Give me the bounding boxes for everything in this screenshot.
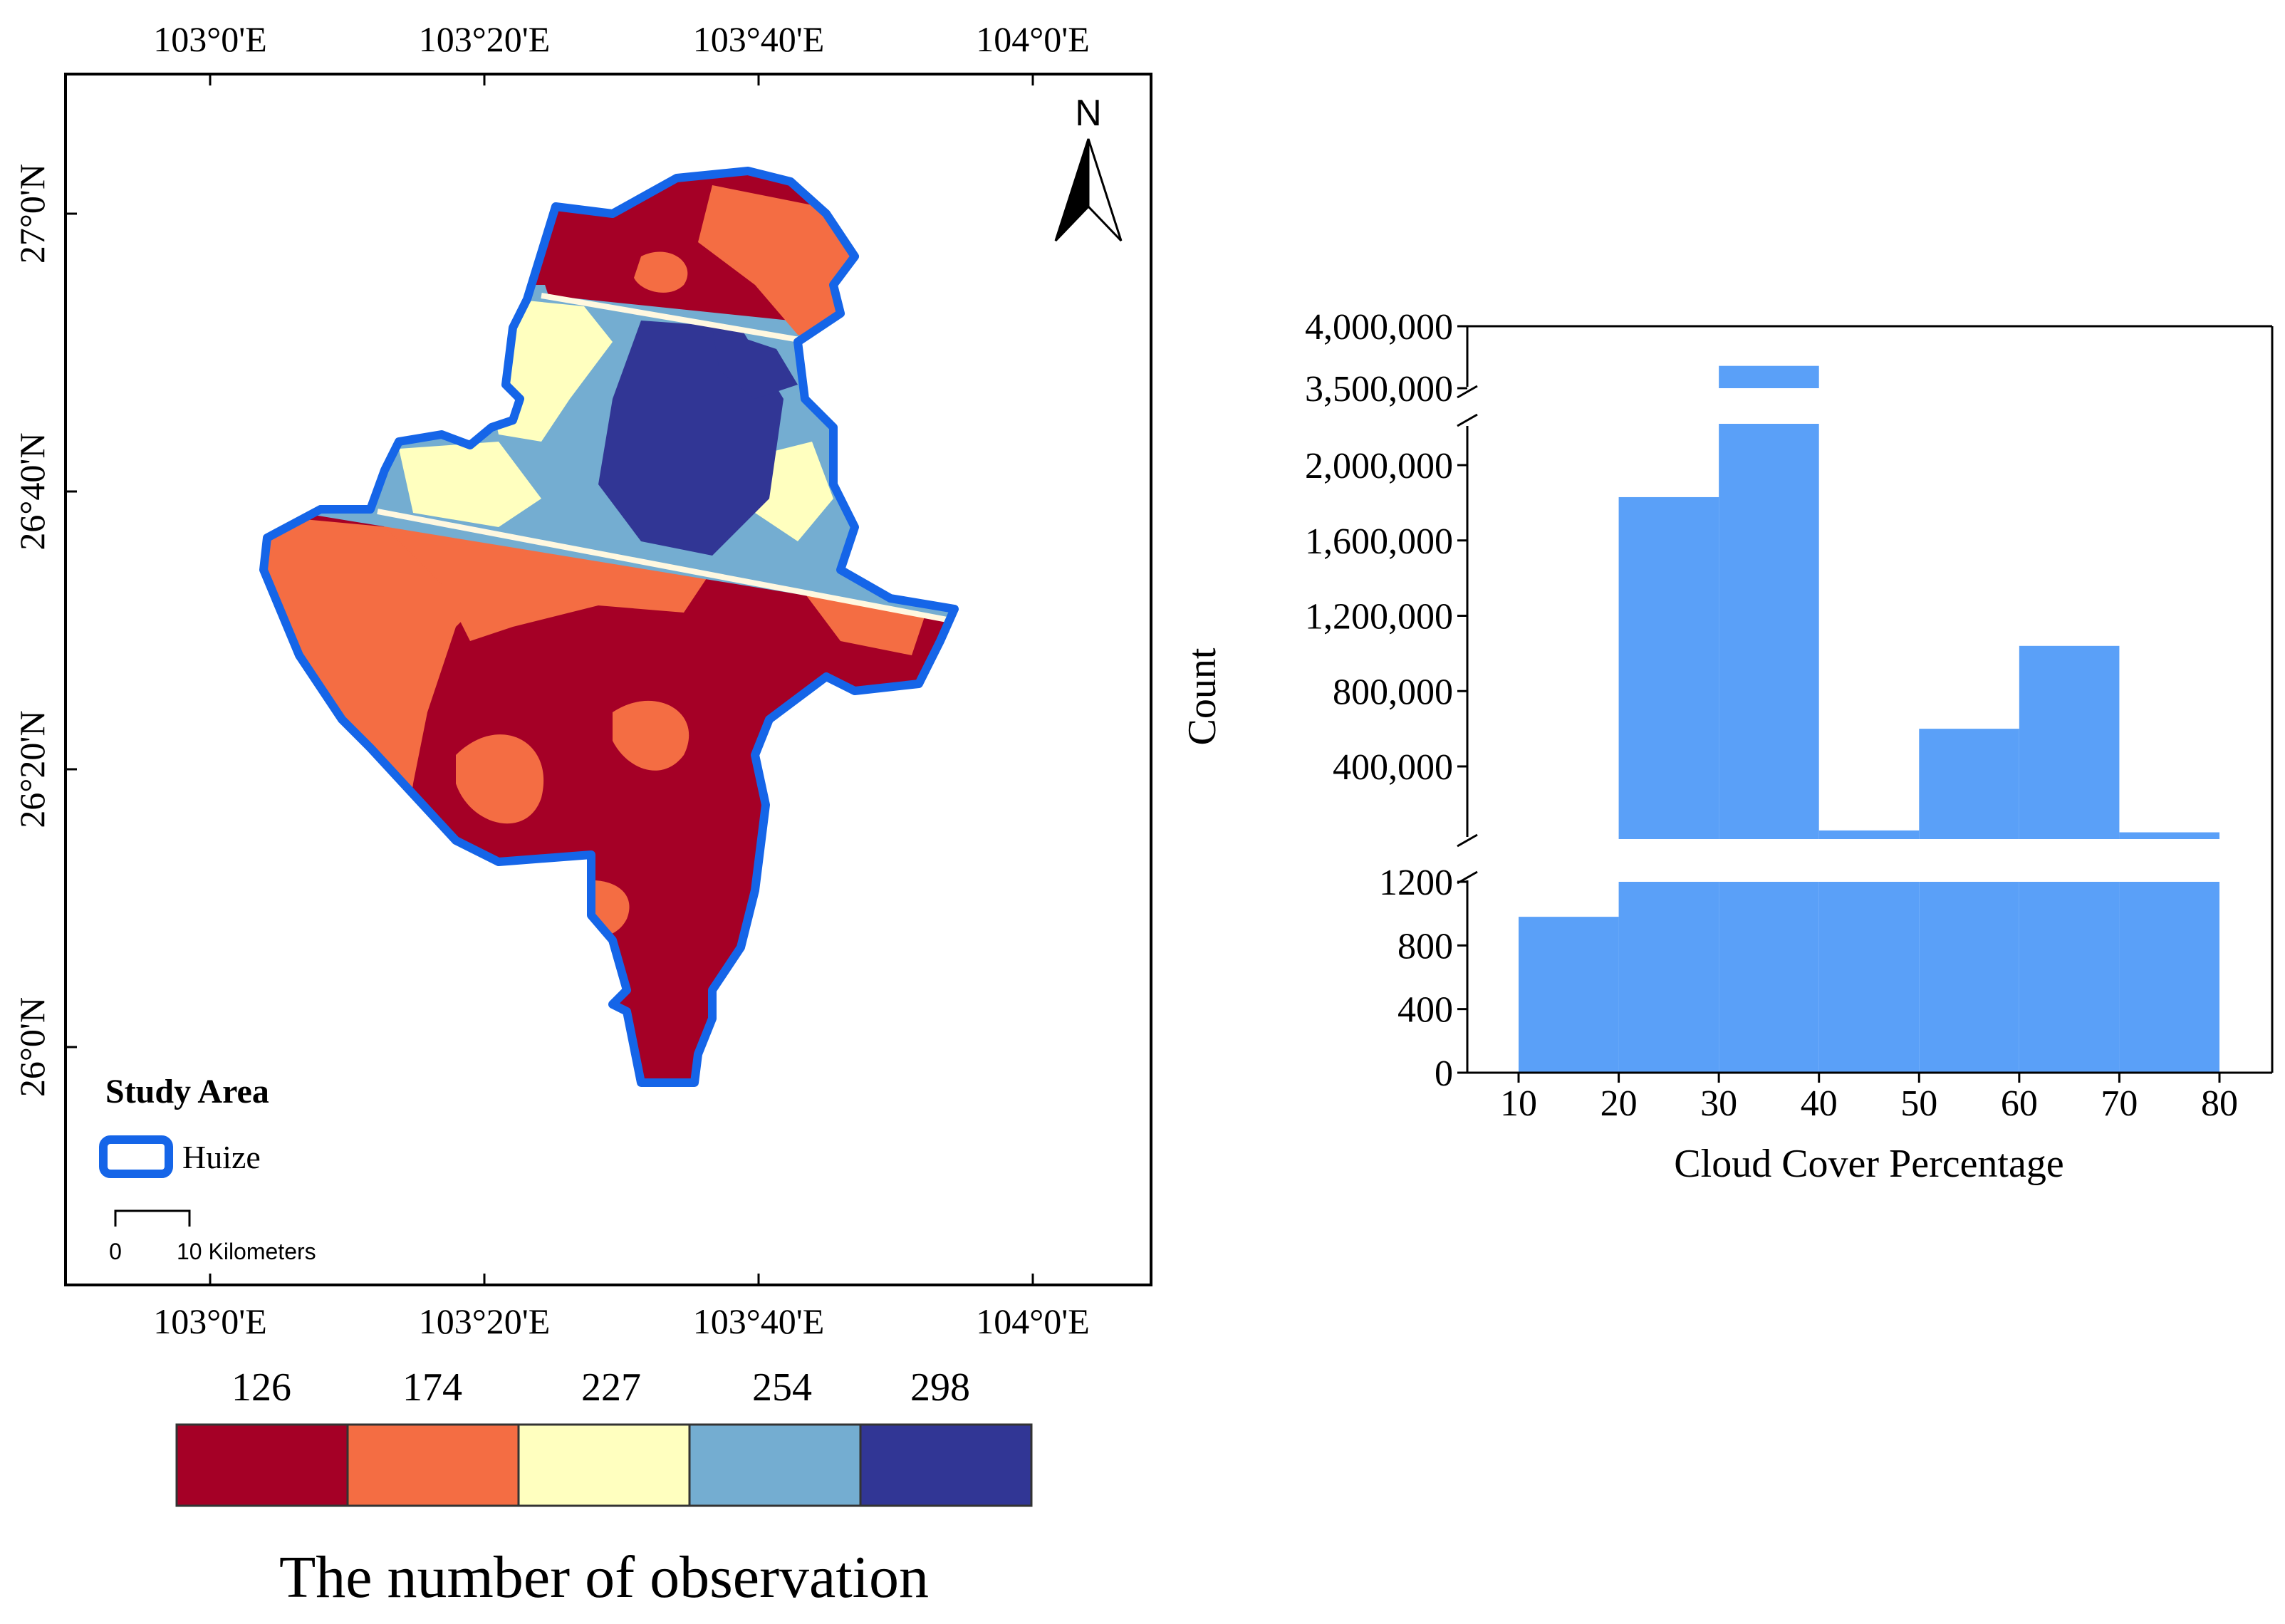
swath-edge-south — [377, 509, 954, 624]
y-tick-label-middle: 1,600,000 — [1305, 521, 1453, 562]
lon-label-top: 103°0'E — [153, 19, 267, 59]
scale-end-label: 10 Kilometers — [177, 1239, 316, 1264]
lon-label-bottom: 103°40'E — [693, 1301, 825, 1341]
raster-patch-174 — [798, 584, 926, 655]
y-tick-label-lower: 1200 — [1379, 863, 1453, 903]
cloud-cover-histogram: 0 400 800 1200 400,000 800,000 1,200,000 1,600,… — [1180, 307, 2274, 1186]
x-axis-label: Cloud Cover Percentage — [1674, 1142, 2063, 1186]
raster-patch-298 — [712, 328, 798, 399]
legend-title: The number of observation — [279, 1544, 929, 1610]
x-tick-label: 20 — [1600, 1083, 1638, 1124]
y-tick-label-middle: 800,000 — [1333, 672, 1453, 712]
raster-patch-227 — [755, 442, 833, 541]
histogram-bar-middle — [1818, 830, 1920, 839]
x-tick-label: 40 — [1801, 1083, 1838, 1124]
lat-label: 27°0'N — [12, 164, 52, 264]
lon-label-bottom: 103°0'E — [153, 1301, 267, 1341]
histogram-bar-middle — [2019, 645, 2120, 839]
axis-break-mark — [1457, 413, 1478, 427]
histogram-bar-middle — [1618, 496, 1719, 839]
raster-patch-174 — [698, 185, 855, 342]
histogram-bar-upper — [1719, 365, 1819, 388]
x-tick-label: 80 — [2201, 1083, 2238, 1124]
study-area-map: 103°0'E 103°20'E 103°40'E 104°0'E 103°0'… — [12, 19, 1152, 1341]
histogram-bar-lower — [1519, 917, 1619, 1073]
lon-label-bottom: 104°0'E — [976, 1301, 1090, 1341]
axis-break-mark — [1457, 833, 1478, 848]
swath-edge-north — [541, 293, 813, 345]
histogram-bar-lower — [1919, 882, 2019, 1073]
raster-patch-174 — [456, 734, 544, 824]
huize-label: Huize — [182, 1139, 261, 1175]
histogram-bar-lower — [1719, 882, 1819, 1073]
y-tick-label-upper: 4,000,000 — [1305, 307, 1453, 348]
y-tick-label-upper: 3,500,000 — [1305, 369, 1453, 410]
legend-swatch-254 — [688, 1423, 862, 1507]
x-tick-label: 60 — [2001, 1083, 2038, 1124]
y-tick-label-middle: 2,000,000 — [1305, 446, 1453, 486]
x-tick-label: 10 — [1500, 1083, 1537, 1124]
lon-label-top: 104°0'E — [976, 19, 1090, 59]
legend-class-label: 174 — [402, 1365, 462, 1410]
study-area-boundary — [259, 167, 959, 1087]
map-ticks — [66, 74, 1034, 1285]
histogram-bar-middle — [1919, 729, 2019, 839]
north-arrow-icon — [1087, 138, 1123, 242]
legend-swatch-174 — [346, 1423, 520, 1507]
huize-swatch — [99, 1135, 173, 1178]
study-area-title: Study Area — [105, 1073, 269, 1110]
lat-label: 26°0'N — [12, 997, 52, 1097]
legend-class-label: 298 — [910, 1365, 970, 1410]
legend-class-label: 126 — [231, 1365, 291, 1410]
raster-patch-174 — [370, 513, 712, 641]
raster-patch-174 — [634, 251, 688, 293]
y-tick-label-middle: 400,000 — [1333, 747, 1453, 788]
legend-class-label: 254 — [752, 1365, 812, 1410]
scale-start-label: 0 — [109, 1239, 122, 1264]
histogram-bar-lower — [1818, 882, 1920, 1073]
histogram-bar-lower — [2019, 882, 2120, 1073]
x-tick-label: 50 — [1900, 1083, 1937, 1124]
raster-patch-174 — [613, 700, 689, 771]
legend-swatch-227 — [517, 1423, 691, 1507]
y-axis-label: Count — [1180, 647, 1224, 745]
histogram-bar-middle — [1719, 424, 1819, 839]
x-tick-label: 70 — [2101, 1083, 2138, 1124]
scale-bar: 0 10 Kilometers — [109, 1209, 316, 1264]
histogram-bar-lower — [2119, 882, 2219, 1073]
lon-label-top: 103°40'E — [693, 19, 825, 59]
north-label: N — [1075, 93, 1102, 134]
y-tick-label-middle: 1,200,000 — [1305, 597, 1453, 637]
lat-label: 26°40'N — [12, 432, 52, 550]
lat-label: 26°20'N — [12, 710, 52, 828]
legend-swatch-298 — [859, 1423, 1033, 1507]
observation-legend: 126 174 227 254 298 The number of observ… — [175, 1365, 1033, 1610]
lon-label-bottom: 103°20'E — [419, 1301, 551, 1341]
lon-label-top: 103°20'E — [419, 19, 551, 59]
histogram-bar-lower — [1618, 882, 1719, 1073]
legend-class-label: 227 — [581, 1365, 641, 1410]
north-arrow: N — [1054, 93, 1123, 242]
y-tick-label-lower: 0 — [1435, 1053, 1453, 1094]
y-tick-label-lower: 400 — [1397, 990, 1453, 1031]
legend-swatch-126 — [175, 1423, 349, 1507]
raster-patch-227 — [399, 442, 541, 527]
x-tick-label: 30 — [1700, 1083, 1737, 1124]
histogram-bar-middle — [2119, 832, 2219, 839]
y-tick-label-lower: 800 — [1397, 926, 1453, 967]
axis-break-mark — [1457, 385, 1478, 399]
